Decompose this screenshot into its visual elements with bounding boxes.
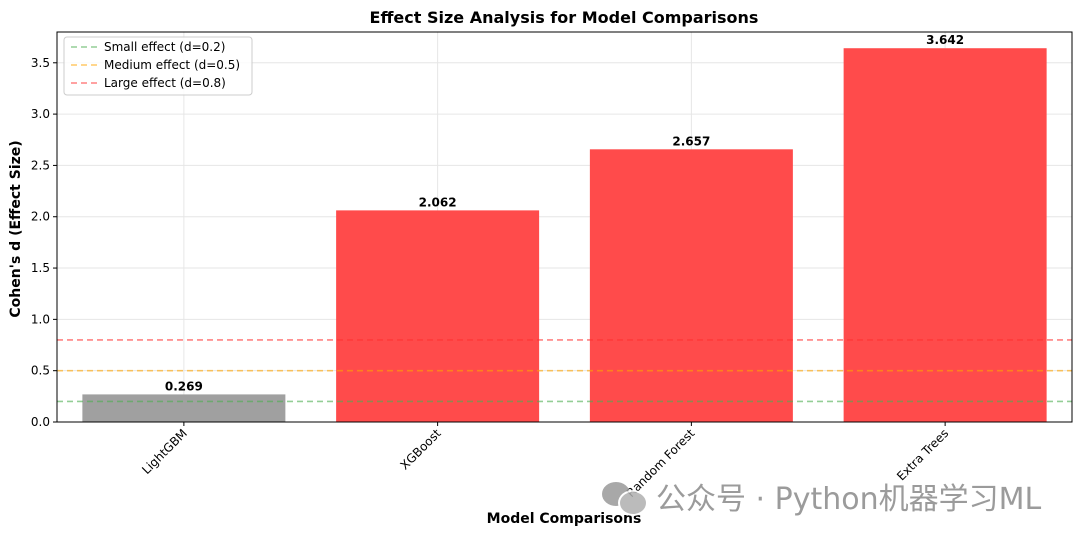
y-tick-label: 1.0	[31, 312, 50, 326]
bar-xgboost	[336, 210, 540, 422]
bar-random-forest	[589, 149, 793, 422]
y-tick-label: 3.5	[31, 56, 50, 70]
plot-frame	[56, 31, 1073, 423]
x-axis-label: Model Comparisons	[487, 511, 642, 527]
chart-title: Effect Size Analysis for Model Compariso…	[370, 8, 759, 27]
value-label: 2.062	[419, 195, 457, 209]
value-labels-layer: 0.269 2.062 2.657 3.642	[165, 33, 964, 393]
bar-lightgbm	[82, 394, 286, 422]
legend-box	[63, 36, 253, 96]
reference-lines-layer	[57, 339, 1072, 403]
legend-entry-label: Medium effect (d=0.5)	[104, 58, 240, 72]
y-tick-label: 0.0	[31, 415, 50, 429]
y-tick-label: 1.5	[31, 261, 50, 275]
y-tick-label: 2.5	[31, 158, 50, 172]
bars-layer	[82, 48, 1047, 422]
value-label: 2.657	[672, 134, 710, 148]
y-axis-label: Cohen's d (Effect Size)	[8, 140, 24, 317]
legend-entry-label: Small effect (d=0.2)	[104, 40, 225, 54]
y-tick-labels: 0.0 0.5 1.0 1.5 2.0 2.5 3.0 3.5	[31, 56, 57, 429]
y-tick-label: 0.5	[31, 364, 50, 378]
legend-entry-label: Large effect (d=0.8)	[104, 76, 226, 90]
x-tick-label: LightGBM	[139, 426, 190, 477]
value-label: 0.269	[165, 379, 203, 393]
y-tick-label: 2.0	[31, 210, 50, 224]
wechat-icon	[602, 480, 648, 516]
value-label: 3.642	[926, 33, 964, 47]
bar-extra-trees	[843, 48, 1047, 422]
watermark-text: 公众号 · Python机器学习ML	[656, 482, 1042, 517]
x-tick-label: XGBoost	[397, 426, 443, 472]
axes-layer	[56, 31, 1073, 423]
watermark: 公众号 · Python机器学习ML	[602, 474, 1041, 518]
y-tick-label: 3.0	[31, 107, 50, 121]
legend: Small effect (d=0.2) Medium effect (d=0.5…	[63, 36, 253, 96]
